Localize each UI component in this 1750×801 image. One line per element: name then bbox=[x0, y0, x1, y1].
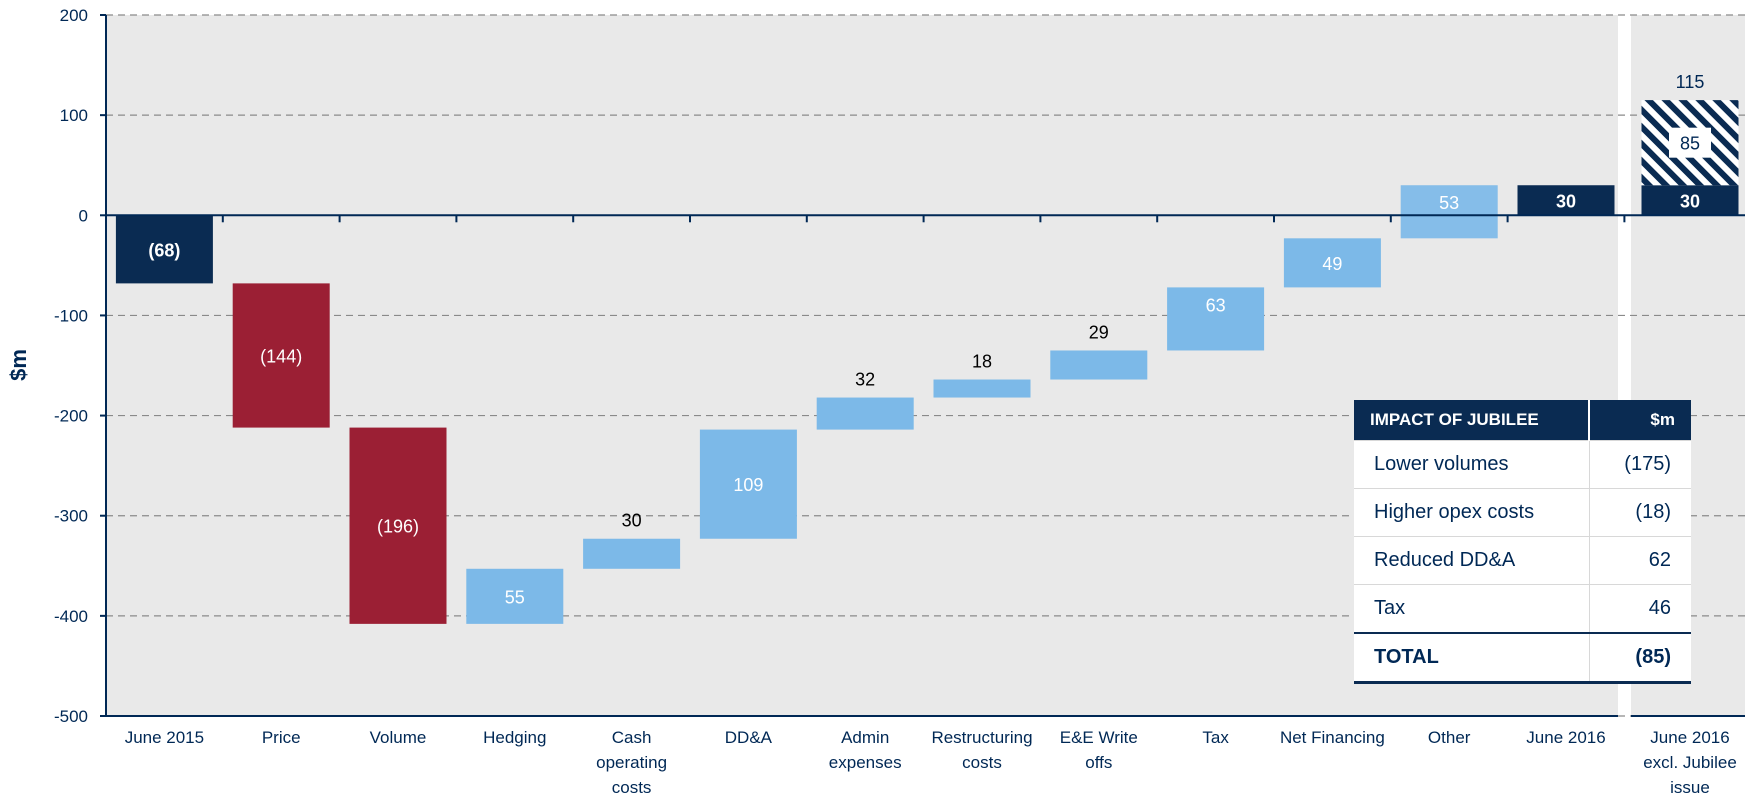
x-tick-label: Net Financing bbox=[1280, 728, 1385, 747]
x-tick-label: E&E Write bbox=[1060, 728, 1138, 747]
data-label: 53 bbox=[1439, 193, 1459, 213]
table-cell-item: Higher opex costs bbox=[1354, 488, 1590, 537]
x-tick-label: issue bbox=[1670, 778, 1710, 797]
waterfall-bar bbox=[933, 379, 1031, 398]
waterfall-bar bbox=[1283, 238, 1381, 288]
table-cell-value: 62 bbox=[1588, 536, 1691, 585]
data-label-box bbox=[1669, 127, 1711, 158]
data-label: (144) bbox=[260, 346, 302, 366]
x-tick-label: Price bbox=[262, 728, 301, 747]
y-tick-label: -200 bbox=[54, 407, 88, 426]
table-cell-value: 46 bbox=[1588, 584, 1691, 633]
waterfall-bar bbox=[1167, 287, 1265, 351]
table-row: Higher opex costs (18) bbox=[1354, 488, 1691, 537]
x-tick-label: Other bbox=[1428, 728, 1471, 747]
table-cell-item: Tax bbox=[1354, 584, 1590, 633]
x-tick-label: Hedging bbox=[483, 728, 546, 747]
x-tick-label: expenses bbox=[829, 753, 902, 772]
y-tick-label: 0 bbox=[79, 206, 88, 225]
x-tick-label: costs bbox=[612, 778, 652, 797]
x-tick-label: June 2016 bbox=[1650, 728, 1729, 747]
table-cell-value: (18) bbox=[1588, 488, 1691, 537]
data-label: 30 bbox=[622, 511, 642, 531]
x-tick-label: Cash bbox=[612, 728, 652, 747]
table-row: Reduced DD&A 62 bbox=[1354, 536, 1691, 585]
data-label: 49 bbox=[1322, 254, 1342, 274]
data-label: 85 bbox=[1680, 134, 1700, 154]
data-label: 115 bbox=[1676, 72, 1705, 92]
data-label: 32 bbox=[855, 370, 875, 390]
data-label: 30 bbox=[1680, 191, 1700, 211]
waterfall-bar bbox=[466, 568, 564, 624]
waterfall-bar bbox=[349, 427, 447, 624]
data-label: (196) bbox=[377, 517, 419, 537]
x-tick-label: June 2016 bbox=[1526, 728, 1605, 747]
table-header-label: IMPACT OF JUBILEE bbox=[1354, 400, 1590, 441]
x-tick-label: offs bbox=[1085, 753, 1112, 772]
data-label: 29 bbox=[1089, 322, 1109, 342]
table-total-row: TOTAL (85) bbox=[1354, 632, 1691, 684]
x-tick-label: Tax bbox=[1202, 728, 1229, 747]
x-tick-label: excl. Jubilee bbox=[1643, 753, 1737, 772]
data-label: 18 bbox=[972, 352, 992, 372]
waterfall-bar bbox=[1517, 185, 1615, 216]
table-cell-item: Reduced DD&A bbox=[1354, 536, 1590, 585]
side-base-bar bbox=[1641, 185, 1739, 216]
x-tick-label: June 2015 bbox=[125, 728, 204, 747]
data-label: 109 bbox=[733, 475, 763, 495]
data-label: 30 bbox=[1556, 191, 1576, 211]
table-header-unit: $m bbox=[1588, 400, 1691, 441]
y-tick-label: -300 bbox=[54, 507, 88, 526]
waterfall-bar bbox=[1050, 350, 1148, 380]
waterfall-bar bbox=[115, 215, 213, 284]
y-tick-label: -400 bbox=[54, 607, 88, 626]
waterfall-bar bbox=[1400, 185, 1498, 239]
y-tick-label: 100 bbox=[60, 106, 88, 125]
x-tick-label: DD&A bbox=[725, 728, 773, 747]
y-tick-label: 200 bbox=[60, 6, 88, 25]
x-tick-label: costs bbox=[962, 753, 1002, 772]
table-cell-item: Lower volumes bbox=[1354, 440, 1590, 489]
waterfall-bar bbox=[232, 283, 330, 428]
y-tick-label: -500 bbox=[54, 707, 88, 726]
data-label: 55 bbox=[505, 587, 525, 607]
table-total-label: TOTAL bbox=[1354, 632, 1590, 684]
table-row: Lower volumes (175) bbox=[1354, 440, 1691, 489]
y-axis-label: $m bbox=[6, 349, 31, 381]
waterfall-bar bbox=[816, 397, 914, 430]
data-label: 63 bbox=[1206, 295, 1226, 315]
table-row: Tax 46 bbox=[1354, 584, 1691, 633]
table-total-value: (85) bbox=[1588, 632, 1691, 684]
table-header-row: IMPACT OF JUBILEE $m bbox=[1354, 400, 1691, 441]
table-cell-value: (175) bbox=[1588, 440, 1691, 489]
waterfall-bar bbox=[583, 538, 681, 569]
jubilee-impact-table: IMPACT OF JUBILEE $m Lower volumes (175)… bbox=[1354, 400, 1691, 684]
y-tick-label: -100 bbox=[54, 306, 88, 325]
waterfall-bar bbox=[699, 429, 797, 539]
x-tick-label: operating bbox=[596, 753, 667, 772]
x-tick-label: Restructuring bbox=[931, 728, 1032, 747]
x-tick-label: Admin bbox=[841, 728, 889, 747]
data-label: (68) bbox=[148, 240, 180, 260]
x-tick-label: Volume bbox=[370, 728, 427, 747]
